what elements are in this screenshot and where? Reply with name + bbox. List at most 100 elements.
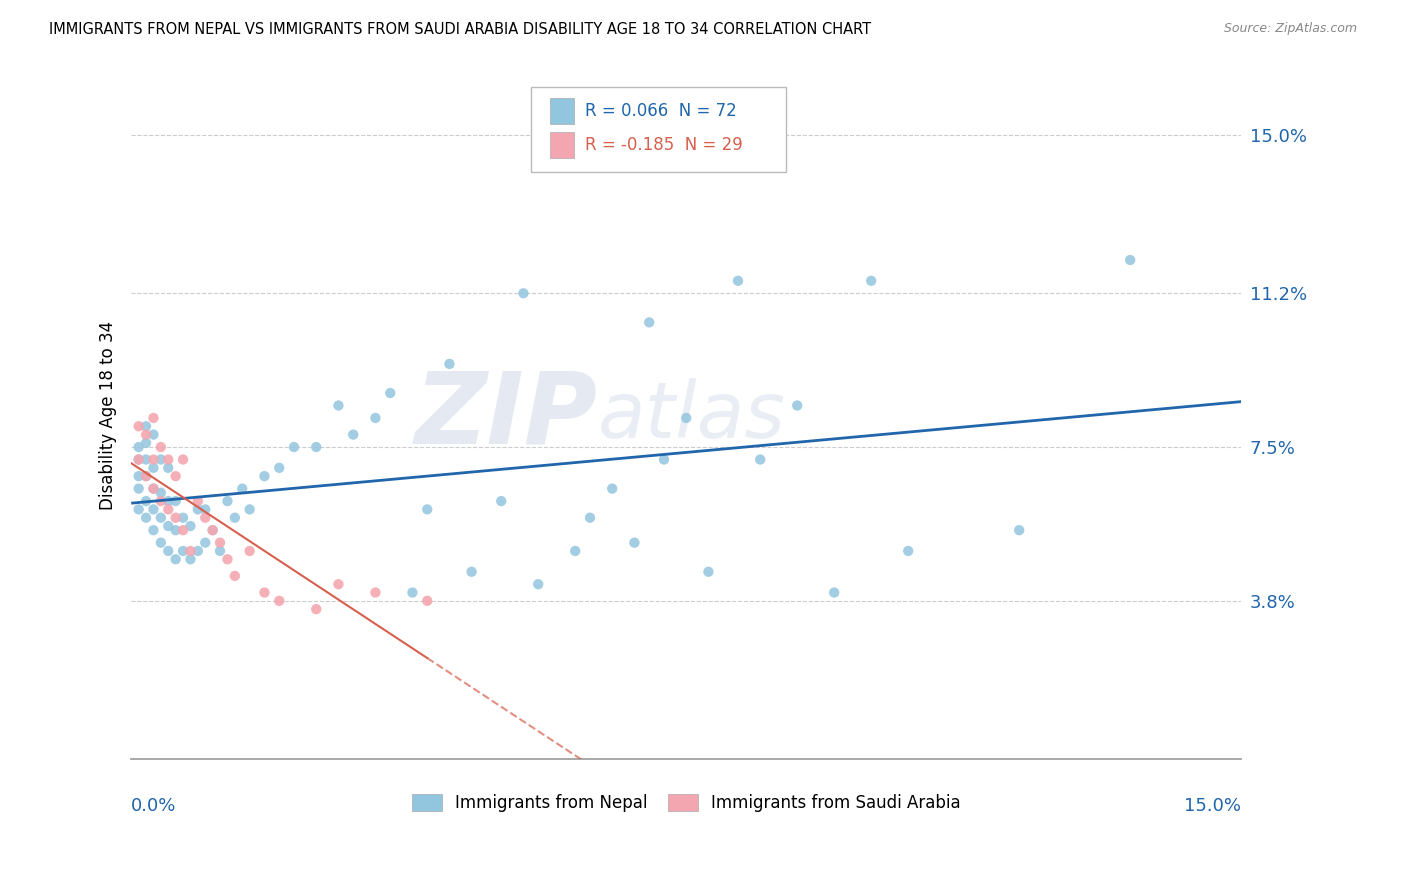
Point [231,482,253,496]
Point [239,502,262,516]
Point [283,440,305,454]
Point [512,286,534,301]
Point [328,577,350,591]
Text: ZIP: ZIP [415,368,598,465]
Point [172,452,194,467]
Point [128,452,150,467]
Point [675,411,697,425]
Point [209,535,232,549]
FancyBboxPatch shape [550,132,574,158]
Point [697,565,720,579]
Point [224,510,246,524]
Point [527,577,550,591]
Text: Source: ZipAtlas.com: Source: ZipAtlas.com [1223,22,1357,36]
Point [165,469,187,483]
Point [187,502,209,516]
Point [165,523,187,537]
Point [142,482,165,496]
Point [364,411,387,425]
Text: IMMIGRANTS FROM NEPAL VS IMMIGRANTS FROM SAUDI ARABIA DISABILITY AGE 18 TO 34 CO: IMMIGRANTS FROM NEPAL VS IMMIGRANTS FROM… [49,22,872,37]
Point [823,585,845,599]
Legend: Immigrants from Nepal, Immigrants from Saudi Arabia: Immigrants from Nepal, Immigrants from S… [412,794,960,813]
Text: R = -0.185  N = 29: R = -0.185 N = 29 [585,136,742,154]
Point [165,510,187,524]
Point [638,315,661,329]
Point [149,494,172,508]
Point [135,427,157,442]
Point [149,485,172,500]
Point [142,452,165,467]
Point [135,469,157,483]
Point [224,569,246,583]
Point [201,523,224,537]
Point [142,502,165,516]
Point [157,460,180,475]
Text: 0.0%: 0.0% [131,797,177,814]
Point [749,452,772,467]
FancyBboxPatch shape [531,87,786,172]
Point [172,523,194,537]
Point [157,519,180,533]
Text: 15.0%: 15.0% [1184,797,1241,814]
Point [194,535,217,549]
Point [860,274,883,288]
Point [142,482,165,496]
Point [179,519,201,533]
Point [209,544,232,558]
Point [128,469,150,483]
Point [157,544,180,558]
Point [142,411,165,425]
Point [179,552,201,566]
Point [165,494,187,508]
Point [217,552,239,566]
Point [1119,252,1142,267]
Point [194,502,217,516]
Point [269,460,291,475]
Text: R = 0.066  N = 72: R = 0.066 N = 72 [585,102,737,120]
Point [1008,523,1031,537]
Point [172,544,194,558]
Point [149,535,172,549]
Point [579,510,602,524]
Point [416,502,439,516]
Point [128,452,150,467]
Point [305,440,328,454]
Point [201,523,224,537]
Point [142,523,165,537]
Point [364,585,387,599]
Point [135,436,157,450]
Point [149,452,172,467]
Point [128,482,150,496]
Point [187,544,209,558]
Point [328,399,350,413]
Point [600,482,623,496]
Y-axis label: Disability Age 18 to 34: Disability Age 18 to 34 [100,321,117,510]
Point [194,510,217,524]
Point [439,357,461,371]
Point [239,544,262,558]
Point [157,452,180,467]
Point [489,494,512,508]
Point [149,440,172,454]
Point [187,494,209,508]
Point [727,274,749,288]
Point [135,419,157,434]
Point [135,469,157,483]
Point [652,452,675,467]
Point [128,419,150,434]
Point [623,535,645,549]
Point [135,452,157,467]
FancyBboxPatch shape [550,97,574,124]
Point [157,502,180,516]
Point [135,510,157,524]
Point [564,544,586,558]
Point [142,460,165,475]
Point [305,602,328,616]
Point [460,565,482,579]
Point [149,510,172,524]
Point [165,552,187,566]
Point [342,427,364,442]
Point [380,386,402,401]
Point [128,440,150,454]
Point [253,469,276,483]
